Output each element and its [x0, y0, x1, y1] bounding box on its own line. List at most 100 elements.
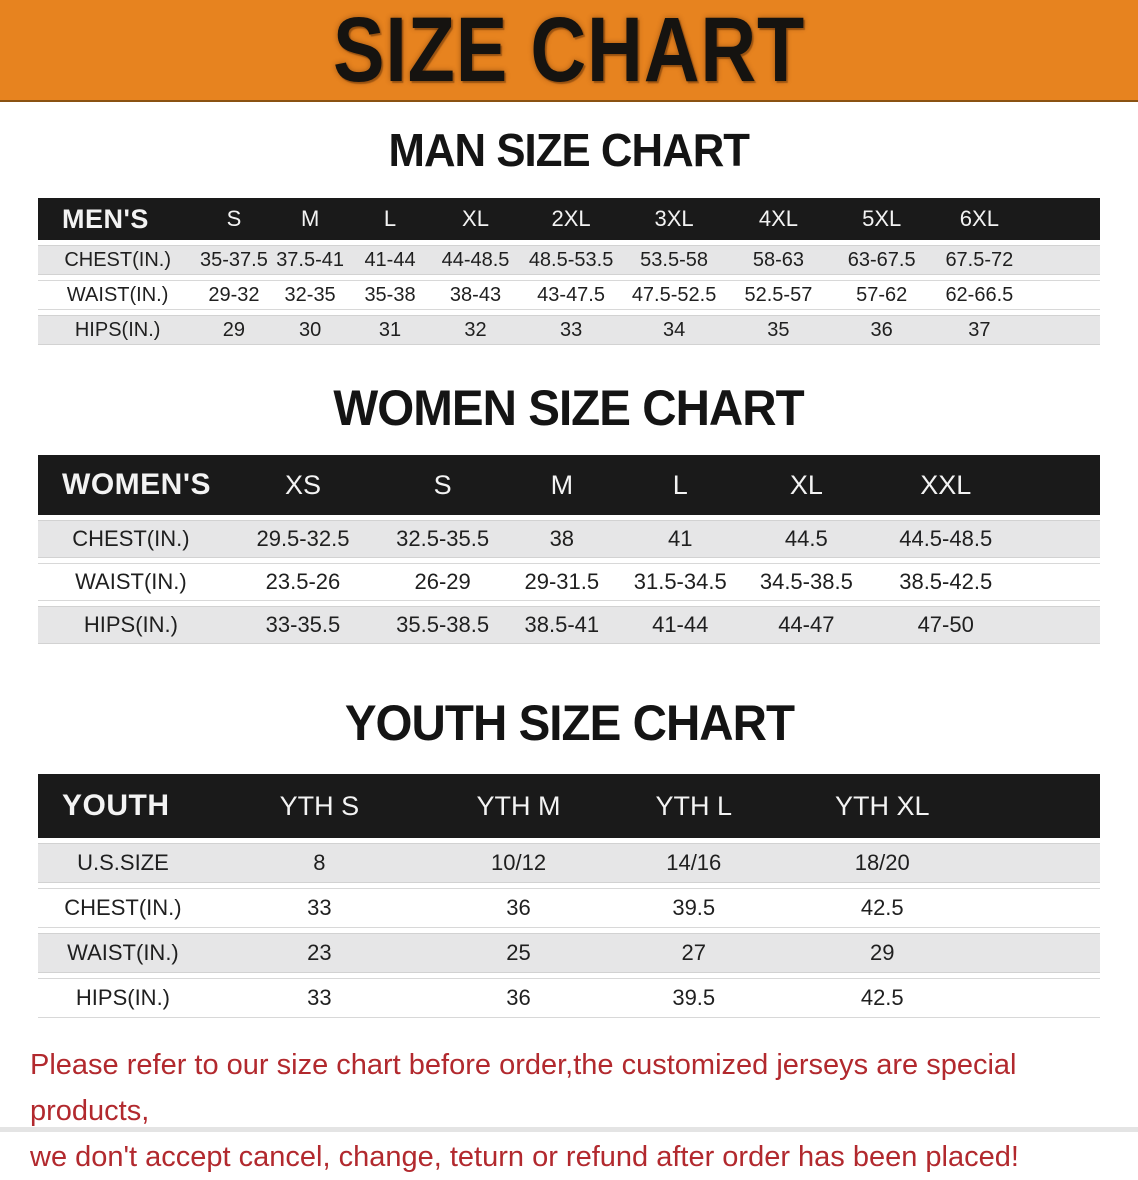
size-column-header: XXL: [920, 469, 972, 500]
measurement-value: 33: [307, 895, 332, 920]
measurement-value: 38: [549, 526, 575, 551]
measurement-value: 36: [870, 318, 893, 341]
row-label: WAIST(IN.): [66, 283, 169, 306]
measurement-row: HIPS(IN.) 33-35.5 35.5-38.5 38.5-41 41-44 44-…: [38, 606, 1100, 644]
women-size-chart-heading: WOMEN SIZE CHART: [0, 381, 1138, 435]
row-label: CHEST(IN.): [64, 248, 171, 271]
size-table-header-row: WOMEN'S XS S M L XL XXL: [38, 455, 1100, 515]
measurement-value: 53.5-58: [640, 248, 708, 271]
measurement-value: 27: [681, 940, 706, 965]
measurement-value: 41-44: [364, 248, 416, 271]
size-table-header-row: YOUTH YTH S YTH M YTH L YTH XL: [38, 774, 1100, 838]
measurement-value: 33-35.5: [265, 612, 341, 637]
size-column-header: 4XL: [758, 206, 798, 231]
size-column-header: S: [226, 206, 242, 231]
measurement-value: 44.5-48.5: [899, 526, 993, 551]
youth-size-chart-section: YOUTH SIZE CHART YOUTH YTH S YTH M YTH L YTH…: [0, 696, 1138, 1018]
size-column-header: M: [300, 206, 320, 231]
measurement-value: 35.5-38.5: [396, 612, 490, 637]
row-label: WAIST(IN.): [67, 940, 179, 965]
measurement-value: 38.5-41: [524, 612, 600, 637]
measurement-value: 29-31.5: [524, 569, 600, 594]
measurement-value: 34.5-38.5: [759, 569, 853, 594]
measurement-value: 35-38: [364, 283, 416, 306]
measurement-value: 26-29: [414, 569, 471, 594]
measurement-value: 34: [662, 318, 686, 341]
measurement-row: WAIST(IN.) 29-32 32-35 35-38 38-43 43-47.5 47.…: [38, 280, 1100, 310]
measurement-value: 30: [298, 318, 322, 341]
measurement-value: 32: [464, 318, 487, 341]
banner-title: SIZE CHART: [332, 0, 806, 101]
size-column-header: XL: [462, 206, 489, 231]
man-size-chart-section: MAN SIZE CHART MEN'S S M L XL 2XL 3XL 4XL 5XL 6XL…: [0, 124, 1138, 345]
measurement-row: HIPS(IN.) 29 30 31 32 33 34 35 36 37: [38, 315, 1100, 345]
measurement-value: 32-35: [284, 283, 336, 306]
measurement-value: 47.5-52.5: [631, 283, 717, 306]
size-column-header: YTH S: [279, 790, 360, 821]
size-column-header: YTH XL: [834, 790, 930, 821]
women-size-table: WOMEN'S XS S M L XL XXL CHEST(IN.) 29.5-32.5 32.5…: [38, 455, 1100, 644]
measurement-value: 42.5: [860, 985, 904, 1010]
row-label: CHEST(IN.): [64, 895, 182, 920]
measurement-value: 35-37.5: [200, 248, 268, 271]
measurement-value: 38-43: [449, 283, 502, 306]
measurement-value: 41: [667, 526, 693, 551]
size-column-header: 5XL: [862, 206, 902, 231]
size-column-header: L: [672, 469, 688, 500]
size-column-header: XL: [789, 469, 823, 500]
row-label: HIPS(IN.): [83, 612, 178, 637]
measurement-value: 44-48.5: [441, 248, 510, 271]
measurement-value: 29: [222, 318, 246, 341]
measurement-value: 35: [767, 318, 790, 341]
table-category-label: YOUTH: [62, 789, 170, 822]
measurement-value: 32.5-35.5: [396, 526, 490, 551]
man-size-chart-heading: MAN SIZE CHART: [0, 124, 1138, 176]
disclaimer-line-2: we don't accept cancel, change, teturn o…: [30, 1141, 1019, 1173]
size-column-header: 2XL: [551, 206, 591, 231]
row-label: WAIST(IN.): [75, 569, 187, 594]
measurement-value: 57-62: [856, 283, 908, 306]
measurement-value: 23: [307, 940, 332, 965]
women-size-chart-section: WOMEN SIZE CHART WOMEN'S XS S M L XL XXL CHEST(…: [0, 381, 1138, 644]
size-chart-banner: SIZE CHART: [0, 0, 1138, 102]
measurement-value: 31: [378, 318, 402, 341]
measurement-value: 10/12: [491, 850, 547, 875]
measurement-value: 44-47: [778, 612, 835, 637]
measurement-row: CHEST(IN.) 29.5-32.5 32.5-35.5 38 41 44.5 44.5…: [38, 520, 1100, 558]
youth-size-chart-heading-text: YOUTH SIZE CHART: [344, 695, 794, 751]
measurement-value: 29: [870, 940, 895, 965]
size-column-header: XS: [284, 469, 321, 500]
youth-size-chart-heading: YOUTH SIZE CHART: [0, 696, 1138, 750]
measurement-row: CHEST(IN.) 35-37.5 37.5-41 41-44 44-48.5 48.5…: [38, 245, 1100, 275]
measurement-value: 29-32: [208, 283, 260, 306]
measurement-value: 43-47.5: [537, 283, 605, 306]
measurement-value: 31.5-34.5: [633, 569, 727, 594]
measurement-value: 62-66.5: [945, 283, 1014, 306]
measurement-value: 37: [968, 318, 991, 341]
measurement-value: 41-44: [652, 612, 709, 637]
measurement-value: 18/20: [854, 850, 910, 875]
youth-size-table: YOUTH YTH S YTH M YTH L YTH XL U.S.SIZE 8 10/12…: [38, 774, 1100, 1018]
table-category-label: MEN'S: [62, 203, 149, 234]
size-column-header: YTH M: [476, 790, 561, 821]
size-column-header: YTH L: [655, 790, 733, 821]
bottom-edge-strip: [0, 1127, 1138, 1132]
measurement-value: 52.5-57: [744, 283, 813, 306]
measurement-value: 37.5-41: [276, 248, 345, 271]
measurement-value: 33: [307, 985, 332, 1010]
size-table-header-row: MEN'S S M L XL 2XL 3XL 4XL 5XL 6XL: [38, 198, 1100, 240]
measurement-row: U.S.SIZE 8 10/12 14/16 18/20: [38, 843, 1100, 883]
measurement-value: 23.5-26: [265, 569, 341, 594]
measurement-row: WAIST(IN.) 23 25 27 29: [38, 933, 1100, 973]
measurement-value: 42.5: [860, 895, 904, 920]
size-column-header: 3XL: [654, 206, 694, 231]
measurement-value: 36: [506, 895, 531, 920]
measurement-value: 58-63: [752, 248, 804, 271]
measurement-row: WAIST(IN.) 23.5-26 26-29 29-31.5 31.5-34.5 34…: [38, 563, 1100, 601]
measurement-value: 8: [313, 850, 326, 875]
measurement-value: 63-67.5: [847, 248, 916, 271]
measurement-value: 25: [506, 940, 531, 965]
measurement-value: 47-50: [917, 612, 974, 637]
disclaimer-line-1: Please refer to our size chart before or…: [30, 1049, 1017, 1127]
size-column-header: M: [550, 469, 574, 500]
